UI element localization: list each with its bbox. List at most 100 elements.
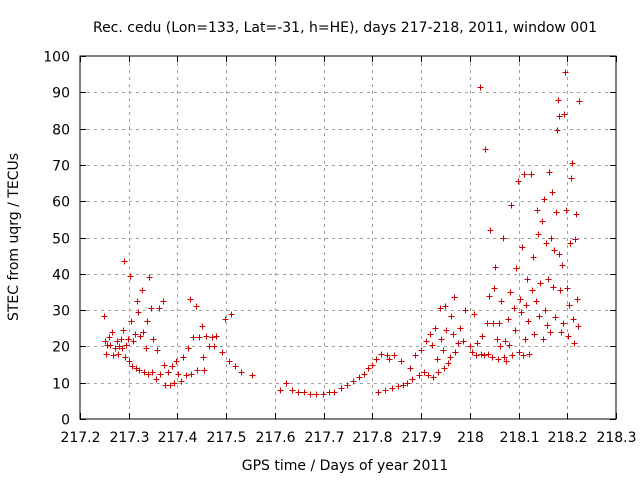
data-point: [535, 231, 542, 238]
data-point: [502, 338, 509, 345]
data-point: [434, 356, 441, 363]
data-point: [524, 276, 531, 283]
data-point: [536, 313, 543, 320]
data-point: [140, 329, 147, 336]
data-point: [137, 333, 144, 340]
data-point: [438, 336, 445, 343]
y-tick-label: 20: [52, 340, 70, 356]
data-point: [484, 320, 491, 327]
data-point: [423, 338, 430, 345]
data-point: [561, 111, 568, 118]
data-point: [211, 343, 218, 350]
data-point: [389, 385, 396, 392]
data-point: [130, 338, 137, 345]
x-tick-label: 217.5: [206, 430, 246, 446]
data-point: [136, 367, 143, 374]
data-point: [556, 251, 563, 258]
data-point: [169, 363, 176, 370]
data-point: [522, 336, 529, 343]
data-point: [549, 189, 556, 196]
data-point: [555, 97, 562, 104]
data-point: [462, 307, 469, 314]
data-point: [289, 387, 296, 394]
y-tick-label: 70: [52, 159, 70, 175]
data-point: [356, 374, 363, 381]
data-point: [173, 358, 180, 365]
data-point: [562, 69, 569, 76]
data-point: [571, 340, 578, 347]
data-point: [443, 327, 450, 334]
data-point: [361, 371, 368, 378]
x-tick-label: 217.2: [60, 430, 100, 446]
data-point: [500, 235, 507, 242]
data-point: [508, 202, 515, 209]
data-point: [530, 254, 537, 261]
data-point: [545, 276, 552, 283]
data-point: [515, 178, 522, 185]
data-point: [331, 389, 338, 396]
data-point: [132, 331, 139, 338]
chart-title: Rec. cedu (Lon=133, Lat=-31, h=HE), days…: [93, 20, 597, 36]
data-point: [503, 358, 510, 365]
data-point: [180, 354, 187, 361]
axis-ticks: 217.2 217.3 217.4 217.5 217.6 217.7 217.8 217.9…: [43, 50, 636, 447]
data-point: [540, 336, 547, 343]
data-point: [440, 347, 447, 354]
data-point: [203, 333, 210, 340]
data-point: [201, 367, 208, 374]
data-point: [554, 127, 561, 134]
data-point: [154, 347, 161, 354]
data-point: [553, 209, 560, 216]
y-tick-label: 80: [52, 123, 70, 139]
data-point: [127, 273, 134, 280]
data-point: [445, 360, 452, 367]
data-point: [145, 371, 152, 378]
x-tick-label: 217.6: [255, 430, 295, 446]
data-point: [386, 356, 393, 363]
data-point: [128, 318, 135, 325]
data-point: [469, 349, 476, 356]
data-point: [495, 356, 502, 363]
data-point: [441, 365, 448, 372]
data-point: [190, 334, 197, 341]
data-point: [110, 352, 117, 359]
data-point: [558, 329, 565, 336]
data-point: [115, 351, 122, 358]
data-point: [492, 264, 499, 271]
data-point: [200, 354, 207, 361]
data-point: [519, 244, 526, 251]
data-point: [418, 347, 425, 354]
data-point: [102, 338, 109, 345]
data-point: [457, 325, 464, 332]
data-point: [112, 345, 119, 352]
data-point: [455, 340, 462, 347]
data-point: [556, 113, 563, 120]
data-point: [196, 334, 203, 341]
data-point: [121, 258, 128, 265]
x-tick-label: 217.8: [352, 430, 392, 446]
data-point: [153, 376, 160, 383]
y-tick-label: 100: [43, 50, 70, 66]
y-tick-label: 0: [61, 413, 70, 429]
data-point: [526, 351, 533, 358]
data-point: [509, 352, 516, 359]
data-point: [135, 309, 142, 316]
data-point: [209, 334, 216, 341]
data-point: [375, 389, 382, 396]
y-axis-title: STEC from uqrg / TECUs: [6, 153, 22, 321]
data-point: [539, 218, 546, 225]
data-point: [165, 369, 172, 376]
data-point: [199, 323, 206, 330]
data-point: [491, 285, 498, 292]
data-point: [425, 372, 432, 379]
data-point: [478, 351, 485, 358]
data-point: [559, 262, 566, 269]
data-point: [344, 382, 351, 389]
data-point: [523, 302, 530, 309]
data-point: [295, 389, 302, 396]
data-point: [398, 358, 405, 365]
y-tick-label: 40: [52, 268, 70, 284]
data-point: [373, 356, 380, 363]
data-point: [565, 333, 572, 340]
